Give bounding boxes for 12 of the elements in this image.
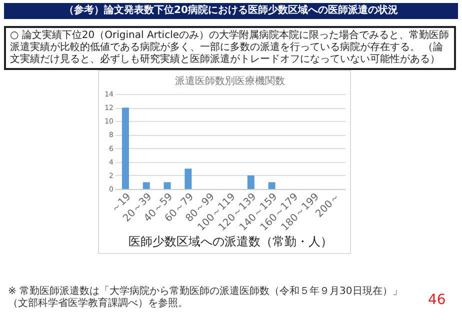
bar bbox=[164, 182, 171, 189]
chart-title: （参考）論文発表数下位20病院における医師少数区域への医師派遣の状況 bbox=[4, 3, 458, 19]
text: 46 bbox=[428, 292, 446, 308]
bar bbox=[247, 175, 254, 189]
bar bbox=[268, 182, 276, 189]
text: ○ 論文実績下位20（Original Articleのみ）の大学附属病院本院に限った場合でみると、常勤医師派遣実績が比較的低値である病院が多く、一部に多数の派遣を行っている病院が存在する。 （論文実績だけ見ると、必ずしも研究実績と医師派遣がトレードオフになっていない可能性がある） bbox=[4, 26, 456, 70]
text: ※ 常勤医師派遣数は「大学病院から常勤医師の派遣医師数（令和５年９月30日現在）」（文部科学省医学教育課調べ）を参照。 bbox=[8, 286, 404, 310]
bar bbox=[184, 168, 192, 189]
bar bbox=[142, 182, 150, 189]
bar bbox=[122, 108, 129, 189]
x-axis-title: 医師少数区域への派遣数（常勤・人） bbox=[128, 234, 332, 249]
chart-subtitle: 派遣医師数別医療機関数 bbox=[175, 75, 285, 87]
